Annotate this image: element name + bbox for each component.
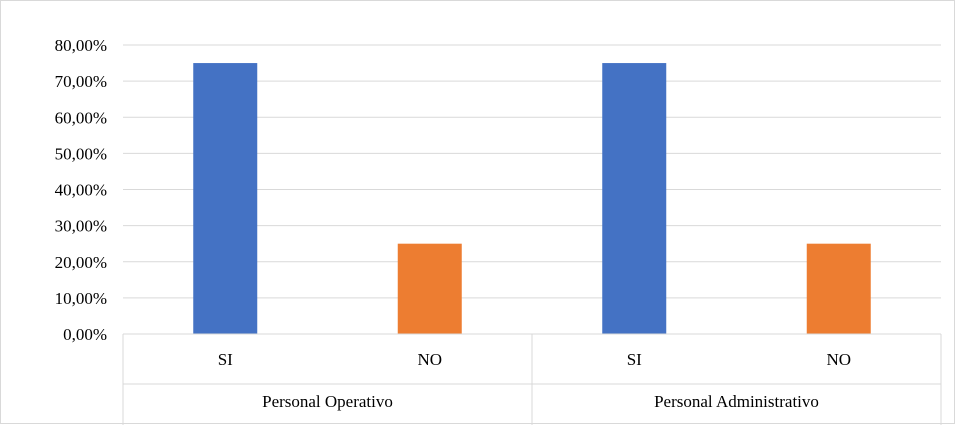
y-tick-label: 70,00% (55, 72, 107, 91)
bar-si-2 (602, 63, 667, 334)
y-tick-label: 10,00% (55, 289, 107, 308)
y-tick-label: 30,00% (55, 217, 107, 236)
bar-no-2 (806, 243, 871, 334)
y-tick-label: 50,00% (55, 144, 107, 163)
x-group-label: Personal Administrativo (654, 392, 819, 411)
bars (193, 63, 871, 334)
y-axis-ticks: 0,00% 10,00% 20,00% 30,00% 40,00% 50,00% 60,00… (55, 36, 107, 344)
x-category-label: NO (417, 350, 442, 369)
y-tick-label: 0,00% (63, 325, 107, 344)
x-group-label: Personal Operativo (262, 392, 393, 411)
y-tick-label: 40,00% (55, 181, 107, 200)
bar-no-1 (397, 243, 462, 334)
x-category-label: NO (826, 350, 851, 369)
y-tick-label: 20,00% (55, 253, 107, 272)
y-tick-label: 80,00% (55, 36, 107, 55)
x-axis: SI NO Personal Operativo SI NO Personal Admin… (122, 333, 942, 425)
bar-si-1 (193, 63, 258, 334)
y-tick-label: 60,00% (55, 108, 107, 127)
gridlines (123, 44, 941, 335)
x-category-label: SI (627, 350, 642, 369)
x-category-label: SI (218, 350, 233, 369)
